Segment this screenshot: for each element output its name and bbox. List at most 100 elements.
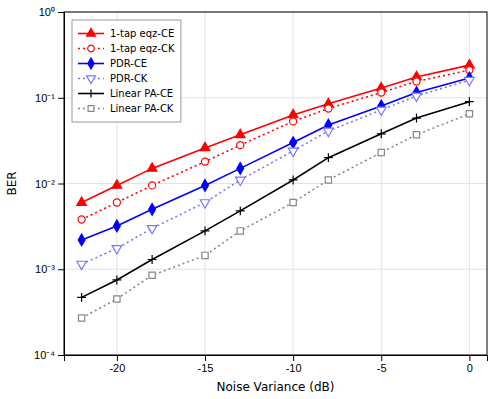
plot-frame [64,12,487,355]
plot-area [77,60,474,322]
legend-marker [87,28,96,36]
series-point [378,149,384,155]
series-point [290,118,297,125]
point-marker [237,163,244,175]
legend-item: PDR-CE [78,58,147,69]
point-marker [237,228,243,234]
series-point [77,293,86,302]
point-marker [235,129,245,137]
y-axis-tick-label: 10⁻³ [35,263,55,275]
point-marker [290,118,297,125]
legend-marker-shape [87,89,95,97]
series-point [78,216,85,223]
point-marker [325,105,332,112]
y-axis-title: BER [5,171,19,195]
x-axis-tick: -10 [286,355,302,374]
series-point [237,228,243,234]
y-axis-tick: 10⁰ [39,6,64,18]
series-point [78,234,85,246]
point-marker [324,128,334,136]
point-marker [288,148,298,156]
series-point [237,142,244,149]
x-axis: -20 -15 -10 -5 0 [65,355,488,374]
series-point [465,77,475,85]
series-point [202,180,209,192]
x-axis-tick: -5 [377,355,387,374]
point-marker [412,93,422,101]
point-marker [378,149,384,155]
point-marker [77,261,87,269]
series-line [82,78,470,240]
x-axis-tick: -20 [109,355,125,374]
legend-item: 1-tap eqz-CE [78,28,174,39]
point-marker [376,107,386,115]
series-point [149,203,156,215]
legend-marker [88,45,95,52]
point-marker [465,77,475,85]
grid [64,12,487,355]
series-point [412,114,421,123]
y-axis-tick-mark [58,184,64,185]
series-point [290,199,296,205]
series-point [202,252,208,258]
point-marker [78,234,85,246]
series-point [466,111,472,117]
series-point [112,276,121,285]
legend-box [72,20,181,122]
y-axis-tick-mark [58,269,64,270]
y-axis-tick-label: 10⁻¹ [35,92,55,104]
series-point [376,107,386,115]
legend-item: Linear PA-CK [78,103,174,114]
x-axis-tick-mark [381,355,382,361]
series-point [324,128,334,136]
point-marker [201,226,210,235]
legend-marker [88,58,94,69]
legend-label: PDR-CK [110,73,148,84]
point-marker [201,158,208,165]
y-grid-line [64,183,487,184]
y-axis-tick-mark [58,98,64,99]
y-axis: 10⁻⁴ 10⁻³ 10⁻² 10⁻¹ 10⁰ [34,6,64,361]
series-point [412,93,422,101]
x-axis-tick-label: 0 [467,362,473,374]
point-marker [412,114,421,123]
x-axis-title: Noise Variance (dB) [217,380,335,394]
legend-marker [87,76,96,84]
legend-marker [88,106,94,112]
series-point [200,200,210,208]
series-point [147,226,157,234]
point-marker [77,293,86,302]
legend-item: Linear PA-CE [78,88,173,99]
point-marker [202,252,208,258]
y-axis-tick: 10⁻⁴ [34,349,64,361]
legend-label: Linear PA-CE [110,88,173,99]
series-point [77,261,87,269]
series-point [149,182,156,189]
x-axis-tick-label: -5 [377,362,387,374]
legend-item: PDR-CK [78,73,148,84]
legend-marker-shape [87,76,96,84]
y-axis-tick-label: 10⁻⁴ [34,349,55,361]
x-axis-tick: 0 [467,355,473,374]
series-point [201,158,208,165]
point-marker [113,220,120,232]
point-marker [149,203,156,215]
point-marker [78,315,84,321]
series-point [288,109,298,117]
series-point [237,163,244,175]
point-marker [200,142,210,150]
point-marker [413,132,419,138]
series-point [113,199,120,206]
y-axis-tick-label: 10⁰ [39,6,55,18]
series-point [413,78,420,85]
point-marker [202,180,209,192]
x-axis-tick-label: -15 [198,362,214,374]
x-axis-tick-mark [205,355,206,361]
x-axis-tick-mark [293,355,294,361]
y-axis-tick: 10⁻² [35,178,64,190]
y-axis-tick: 10⁻¹ [35,92,64,104]
x-axis-tick-label: -20 [109,362,125,374]
x-axis-tick-mark [469,355,470,361]
point-marker [325,177,331,183]
series-line [82,80,470,264]
